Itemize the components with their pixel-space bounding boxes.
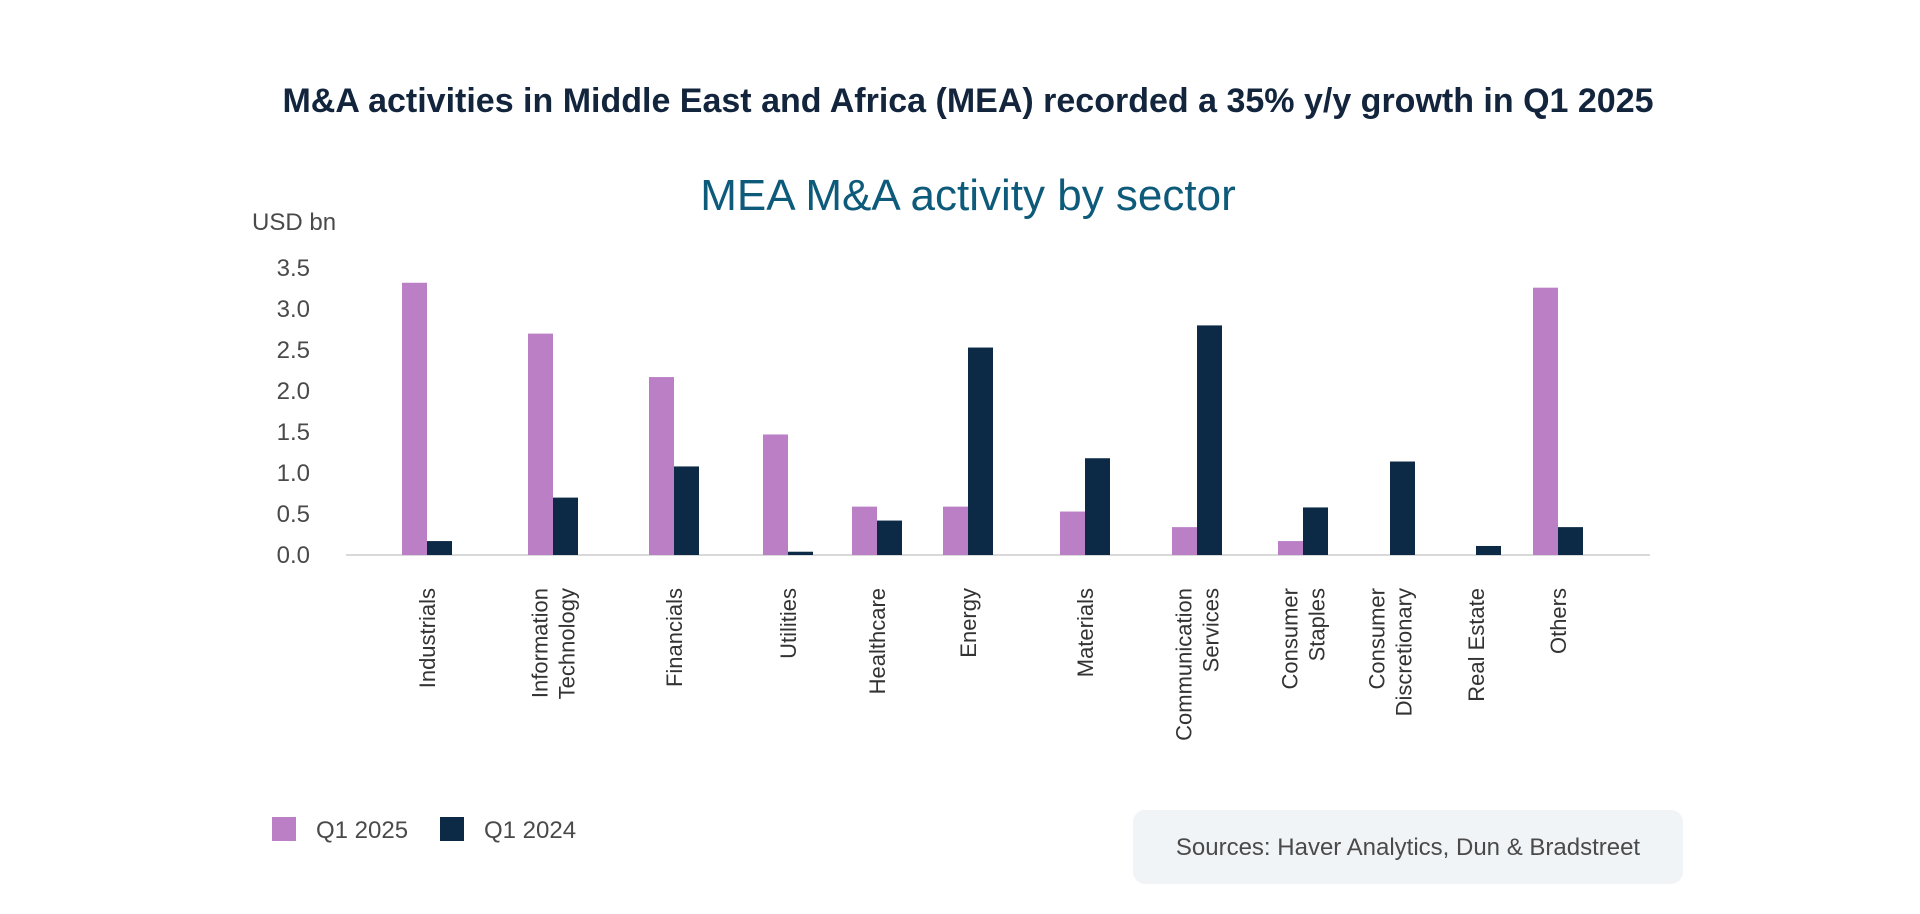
bar-q1-2025-5 xyxy=(943,506,968,555)
x-tick-label-2-line-0: Financials xyxy=(662,588,687,687)
bar-q1-2025-1 xyxy=(528,333,553,555)
x-tick-label-4: Healthcare xyxy=(865,588,890,694)
x-tick-label-1-line-0: Information xyxy=(528,588,553,698)
y-tick-label-4: 2.0 xyxy=(277,378,310,405)
y-tick-label-7: 3.5 xyxy=(277,255,310,282)
y-tick-label-5: 2.5 xyxy=(277,337,310,364)
headline: M&A activities in Middle East and Africa… xyxy=(282,82,1653,120)
x-tick-label-5-line-0: Energy xyxy=(956,588,981,658)
x-tick-label-1-line-1: Technology xyxy=(555,588,580,699)
x-tick-label-3-line-0: Utilities xyxy=(776,588,801,659)
bar-q1-2024-5 xyxy=(968,347,993,555)
bar-q1-2024-11 xyxy=(1558,527,1583,555)
bar-q1-2024-4 xyxy=(877,520,902,555)
x-tick-label-10: Real Estate xyxy=(1464,588,1489,702)
x-tick-label-5: Energy xyxy=(956,588,981,658)
legend-swatch-q1-2025 xyxy=(272,817,296,841)
x-tick-label-7: Communication Services xyxy=(1172,588,1224,741)
bar-q1-2025-7 xyxy=(1172,527,1197,555)
x-tick-label-6: Materials xyxy=(1073,588,1098,677)
x-tick-label-8-line-1: Staples xyxy=(1305,588,1330,661)
source-text: Sources: Haver Analytics, Dun & Bradstre… xyxy=(1176,834,1641,861)
bar-q1-2024-1 xyxy=(553,497,578,555)
y-tick-label-0: 0.0 xyxy=(277,542,310,569)
legend-label-q1-2024: Q1 2024 xyxy=(484,817,576,844)
y-tick-label-2: 1.0 xyxy=(277,460,310,487)
y-axis-unit-label: USD bn xyxy=(252,209,336,236)
x-tick-label-4-line-0: Healthcare xyxy=(865,588,890,694)
bar-q1-2025-11 xyxy=(1533,287,1558,555)
x-tick-label-3: Utilities xyxy=(776,588,801,659)
bar-q1-2024-6 xyxy=(1085,458,1110,555)
bar-q1-2025-8 xyxy=(1278,541,1303,555)
source-note: Sources: Haver Analytics, Dun & Bradstre… xyxy=(1133,810,1683,884)
bar-q1-2025-2 xyxy=(649,377,674,555)
bar-q1-2024-7 xyxy=(1197,325,1222,555)
bar-q1-2025-0 xyxy=(402,282,427,555)
legend-item-q1-2024[interactable]: Q1 2024 xyxy=(440,817,576,844)
source-box xyxy=(1133,810,1683,884)
y-tick-label-3: 1.5 xyxy=(277,419,310,446)
y-axis-ticks: 0.0 0.5 1.0 1.5 2.0 2.5 3.0 3.5 xyxy=(277,255,310,569)
bar-q1-2025-6 xyxy=(1060,511,1085,555)
x-tick-label-11: Others xyxy=(1546,588,1571,654)
x-tick-label-7-line-1: Services xyxy=(1199,588,1224,672)
x-tick-label-9-line-0: Consumer xyxy=(1365,588,1390,689)
bar-q1-2024-0 xyxy=(427,541,452,555)
chart-title: MEA M&A activity by sector xyxy=(700,171,1236,220)
x-tick-label-10-line-0: Real Estate xyxy=(1464,588,1489,702)
bar-q1-2024-8 xyxy=(1303,507,1328,555)
x-tick-label-0-line-0: Industrials xyxy=(415,588,440,688)
bar-q1-2024-3 xyxy=(788,551,813,555)
bar-q1-2025-3 xyxy=(763,434,788,555)
bars xyxy=(402,282,1583,555)
x-tick-label-6-line-0: Materials xyxy=(1073,588,1098,677)
x-tick-label-9-line-1: Discretionary xyxy=(1392,588,1417,716)
x-axis-ticks: Industrials Information Technology Financia… xyxy=(415,588,1571,741)
y-tick-label-6: 3.0 xyxy=(277,296,310,323)
x-tick-label-2: Financials xyxy=(662,588,687,687)
x-tick-label-1: Information Technology xyxy=(528,588,580,699)
x-tick-label-8-line-0: Consumer xyxy=(1278,588,1303,689)
legend-label-q1-2025: Q1 2025 xyxy=(316,817,408,844)
x-tick-label-8: Consumer Staples xyxy=(1278,588,1330,689)
y-tick-label-1: 0.5 xyxy=(277,501,310,528)
legend-item-q1-2025[interactable]: Q1 2025 xyxy=(272,817,408,844)
bar-q1-2024-9 xyxy=(1390,461,1415,555)
legend-swatch-q1-2024 xyxy=(440,817,464,841)
x-tick-label-7-line-0: Communication xyxy=(1172,588,1197,741)
x-tick-label-11-line-0: Others xyxy=(1546,588,1571,654)
x-tick-label-0: Industrials xyxy=(415,588,440,688)
x-tick-label-9: Consumer Discretionary xyxy=(1365,588,1417,716)
bar-q1-2024-2 xyxy=(674,466,699,555)
bar-q1-2025-4 xyxy=(852,506,877,555)
legend: Q1 2025 Q1 2024 xyxy=(272,817,576,844)
bar-q1-2024-10 xyxy=(1476,545,1501,555)
